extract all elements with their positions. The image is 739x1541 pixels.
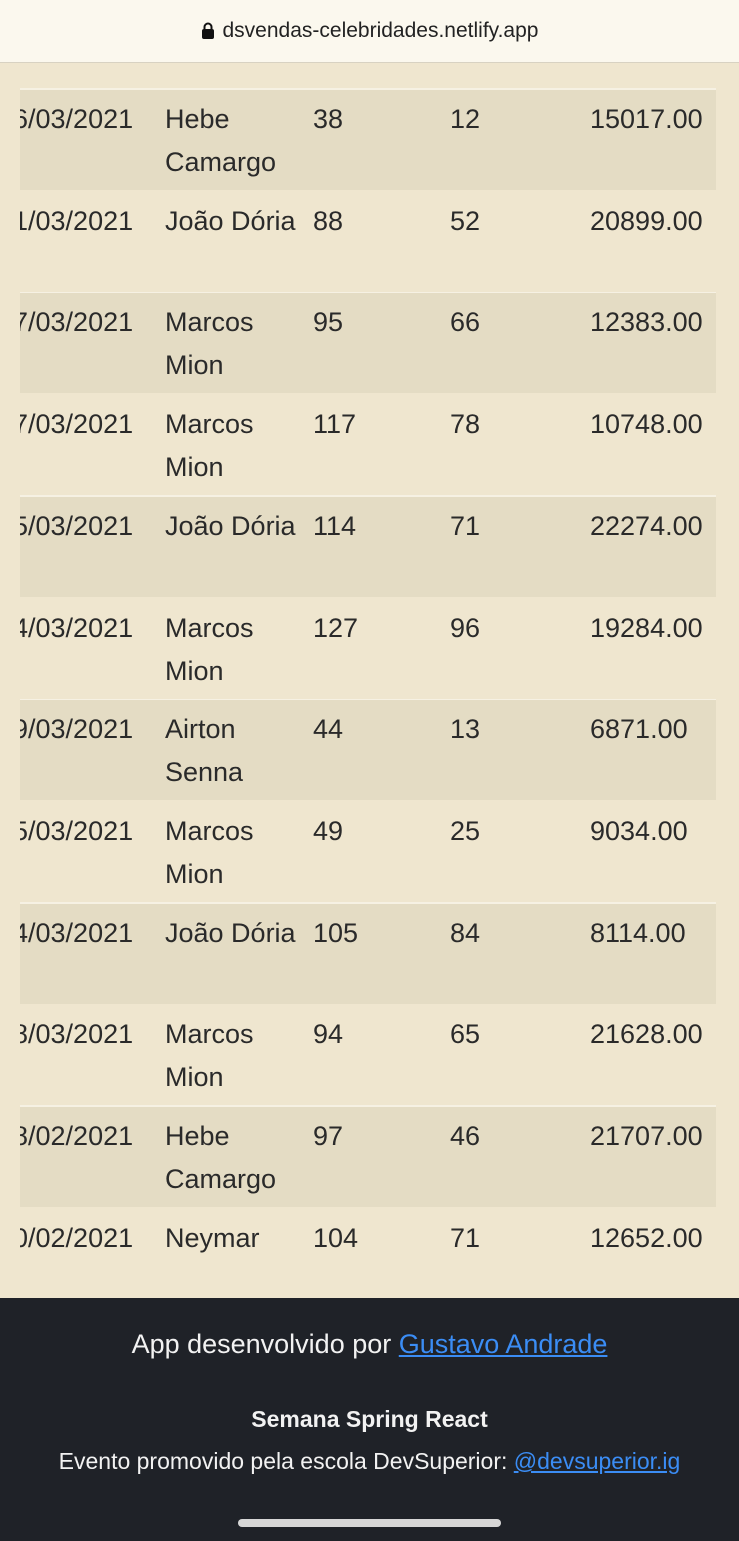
seller-name: Marcos Mion — [165, 1019, 254, 1093]
deals: 46 — [450, 1121, 481, 1151]
url-text: dsvendas-celebridades.netlify.app — [222, 19, 539, 42]
credit-text: App desenvolvido por — [131, 1329, 392, 1359]
sale-date: 4/03/2021 — [20, 612, 134, 643]
visits: 114 — [313, 510, 357, 541]
event: Evento promovido pela escola DevSuperior… — [0, 1448, 739, 1475]
event-text: Evento promovido pela escola DevSuperior… — [58, 1448, 508, 1474]
table-row: 5/03/2021 Marcos Mion 49 25 9034.00 — [20, 801, 716, 904]
seller-name: João Dória — [165, 917, 296, 948]
seller-name: João Dória — [165, 510, 296, 541]
table-row: 4/03/2021 João Dória 105 84 8114.00 — [20, 903, 716, 1004]
visits: 104 — [313, 1222, 359, 1253]
seller-name: João Dória — [165, 205, 296, 236]
sale-date: 1/03/2021 — [20, 205, 134, 236]
amount: 10748.00 — [590, 409, 703, 440]
credit: App desenvolvido por Gustavo Andrade — [0, 1329, 739, 1360]
amount: 19284.00 — [590, 612, 703, 643]
seller-name: Neymar — [165, 1222, 260, 1253]
amount: 12383.00 — [590, 307, 703, 338]
url-bar[interactable]: dsvendas-celebridades.netlify.app — [0, 0, 739, 63]
amount: 9034.00 — [590, 815, 688, 846]
visits: 95 — [313, 307, 344, 338]
visits: 127 — [313, 612, 359, 643]
amount: 21707.00 — [590, 1121, 703, 1151]
amount: 22274.00 — [590, 510, 703, 541]
visits: 97 — [313, 1121, 344, 1151]
deals: 25 — [450, 815, 481, 846]
seller-name: Marcos Mion — [165, 307, 254, 381]
table-row: 7/03/2021 Marcos Mion 117 78 10748.00 — [20, 395, 716, 498]
seller-name: Marcos Mion — [165, 612, 254, 686]
seller-name: Airton Senna — [165, 714, 244, 788]
sale-date: 4/03/2021 — [20, 917, 134, 948]
visits: 94 — [313, 1019, 344, 1050]
deals: 66 — [450, 307, 481, 338]
sale-date: 9/03/2021 — [20, 714, 134, 745]
footer: App desenvolvido por Gustavo Andrade Sem… — [0, 1298, 739, 1541]
deals: 78 — [450, 409, 481, 440]
amount: 15017.00 — [590, 104, 703, 134]
table-row: 0/02/2021 Neymar 104 71 12652.00 — [20, 1208, 716, 1298]
sale-date: 8/03/2021 — [20, 1019, 134, 1050]
table-row: 7/03/2021 Marcos Mion 95 66 12383.00 — [20, 293, 716, 394]
lock-icon — [201, 22, 214, 39]
deals: 84 — [450, 917, 481, 948]
deals: 65 — [450, 1019, 481, 1050]
table-row: 1/03/2021 João Dória 88 52 20899.00 — [20, 191, 716, 294]
table-row: 9/03/2021 Airton Senna 44 13 6871.00 — [20, 700, 716, 801]
sale-date: 7/03/2021 — [20, 307, 134, 338]
deals: 71 — [450, 1222, 481, 1253]
sale-date: 5/03/2021 — [20, 815, 134, 846]
deals: 52 — [450, 205, 481, 236]
visits: 88 — [313, 205, 344, 236]
sale-date: 0/02/2021 — [20, 1222, 134, 1253]
table-row: 8/02/2021 Hebe Camargo 97 46 21707.00 — [20, 1107, 716, 1207]
visits: 44 — [313, 714, 344, 745]
visits: 49 — [313, 815, 344, 846]
visits: 117 — [313, 409, 357, 440]
deals: 13 — [450, 714, 481, 745]
amount: 8114.00 — [590, 917, 686, 948]
seller-name: Hebe Camargo — [165, 1121, 277, 1194]
deals: 71 — [450, 510, 481, 541]
amount: 12652.00 — [590, 1222, 703, 1253]
event-link[interactable]: @devsuperior.ig — [513, 1448, 681, 1474]
table-row: 4/03/2021 Marcos Mion 127 96 19284.00 — [20, 598, 716, 701]
sale-date: 7/03/2021 — [20, 409, 134, 440]
sale-date: 5/03/2021 — [20, 510, 134, 541]
visits: 38 — [313, 104, 344, 134]
seller-name: Hebe Camargo — [165, 104, 277, 177]
event-title: Semana Spring React — [251, 1406, 488, 1432]
table-row: 5/03/2021 João Dória 114 71 22274.00 — [20, 496, 716, 597]
credit-link[interactable]: Gustavo Andrade — [398, 1329, 608, 1359]
table-row: 6/03/2021 Hebe Camargo 38 12 15017.00 — [20, 90, 716, 190]
sale-date: 6/03/2021 — [20, 104, 134, 134]
seller-name: Marcos Mion — [165, 815, 254, 889]
amount: 20899.00 — [590, 205, 703, 236]
amount: 21628.00 — [590, 1019, 703, 1050]
deals: 96 — [450, 612, 481, 643]
home-indicator — [238, 1519, 501, 1527]
visits: 105 — [313, 917, 359, 948]
sale-date: 8/02/2021 — [20, 1121, 134, 1151]
deals: 12 — [450, 104, 481, 134]
table-row: 8/03/2021 Marcos Mion 94 65 21628.00 — [20, 1005, 716, 1108]
amount: 6871.00 — [590, 714, 688, 745]
seller-name: Marcos Mion — [165, 409, 254, 483]
